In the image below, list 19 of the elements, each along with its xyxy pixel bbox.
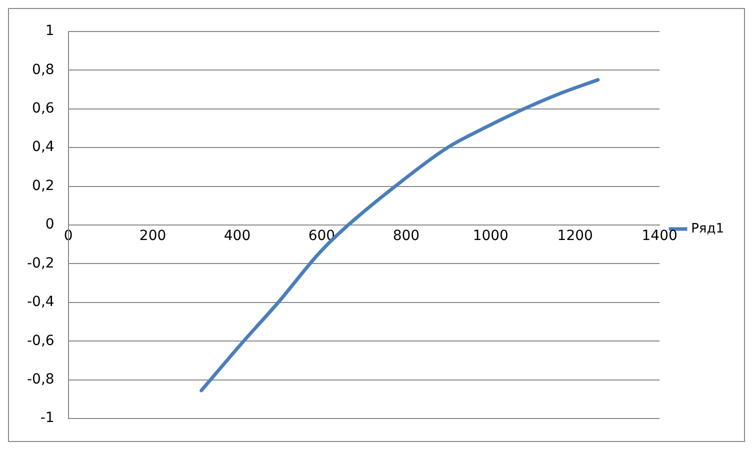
y-tick-label: 1	[45, 23, 54, 40]
y-tick-label: 0,6	[32, 100, 54, 116]
x-tick-label: 1400	[642, 228, 678, 244]
y-tick-label: 0,8	[32, 62, 54, 78]
x-tick-label: 1200	[557, 228, 593, 244]
y-tick-label: 0	[45, 216, 54, 233]
y-tick-label: 0,4	[32, 139, 54, 156]
y-tick-label: 0,2	[32, 178, 54, 194]
x-tick-label: 400	[224, 228, 251, 244]
legend-label: Ряд1	[691, 221, 724, 236]
y-tick-label: -0,8	[26, 372, 54, 388]
x-tick-label: 200	[139, 228, 166, 244]
x-tick-label: 800	[392, 228, 420, 244]
x-tick-label: 1000	[472, 228, 508, 244]
line-series	[200, 78, 600, 392]
y-tick-label: -0,2	[26, 255, 54, 272]
y-tick-label: -1	[40, 410, 54, 426]
y-tick-label: -0,4	[26, 294, 54, 310]
y-tick-label: -0,6	[26, 332, 54, 349]
